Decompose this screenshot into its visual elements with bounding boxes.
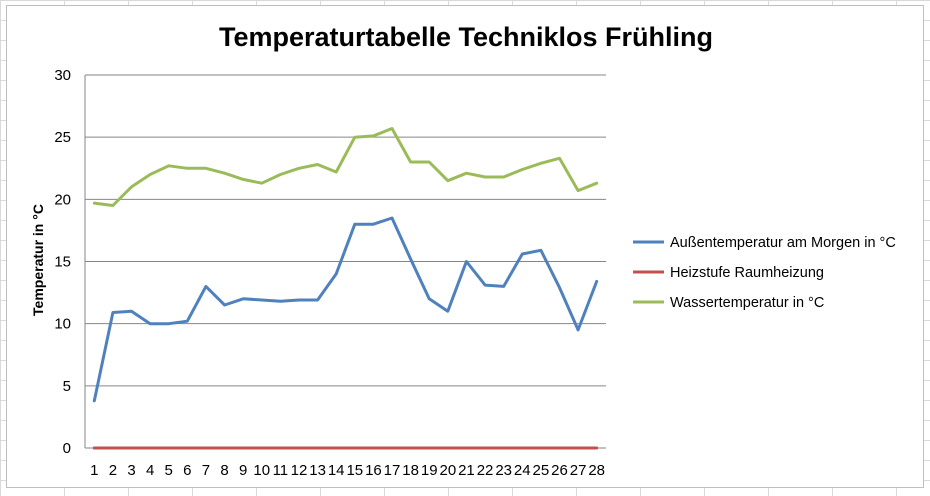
x-tick-label-4: 4 [146,462,154,479]
chart-title: Temperaturtabelle Techniklos Frühling [219,22,713,52]
x-tick-label-13: 13 [309,462,326,479]
legend-label-1: Außentemperatur am Morgen in °C [670,235,896,251]
y-tick-label-0: 0 [63,440,71,457]
x-tick-label-18: 18 [402,462,419,479]
x-tick-label-23: 23 [495,462,512,479]
legend-label-2: Heizstufe Raumheizung [670,265,824,281]
series-lines [92,127,599,450]
x-tick-label-19: 19 [421,462,438,479]
legend: Außentemperatur am Morgen in °C Heizstufe… [633,235,896,311]
x-tick-label-2: 2 [109,462,117,479]
x-tick-label-16: 16 [365,462,382,479]
x-tick-label-26: 26 [551,462,568,479]
x-tick-label-28: 28 [588,462,605,479]
x-tick-label-17: 17 [384,462,401,479]
x-tick-label-20: 20 [439,462,456,479]
y-tick-label-30: 30 [54,67,71,84]
x-tick-label-22: 22 [477,462,494,479]
x-tick-label-24: 24 [514,462,531,479]
legend-label-3: Wassertemperatur in °C [670,295,824,311]
chart-frame[interactable] [6,5,924,488]
series-line-1 [92,216,599,403]
x-tick-label-11: 11 [273,462,289,479]
x-tick-label-21: 21 [458,462,475,479]
x-tick-label-25: 25 [533,462,550,479]
x-tick-label-3: 3 [127,462,135,479]
y-tick-label-10: 10 [54,316,71,333]
x-tick-label-15: 15 [346,462,363,479]
y-tick-label-20: 20 [54,191,71,208]
x-tick-label-6: 6 [183,462,191,479]
y-tick-label-25: 25 [54,129,71,146]
gridlines [85,74,606,449]
x-tick-label-7: 7 [202,462,210,479]
y-tick-label-15: 15 [54,254,71,271]
series-line-3 [92,127,599,207]
x-tick-label-14: 14 [328,462,345,479]
x-tick-label-10: 10 [253,462,270,479]
x-tick-label-9: 9 [239,462,247,479]
x-tick-label-12: 12 [291,462,308,479]
x-tick-label-27: 27 [570,462,587,479]
y-axis-title: Temperatur in °C [30,204,46,316]
x-tick-label-8: 8 [220,462,228,479]
y-tick-label-5: 5 [63,378,71,395]
x-tick-label-5: 5 [165,462,173,479]
x-tick-label-1: 1 [90,462,98,479]
